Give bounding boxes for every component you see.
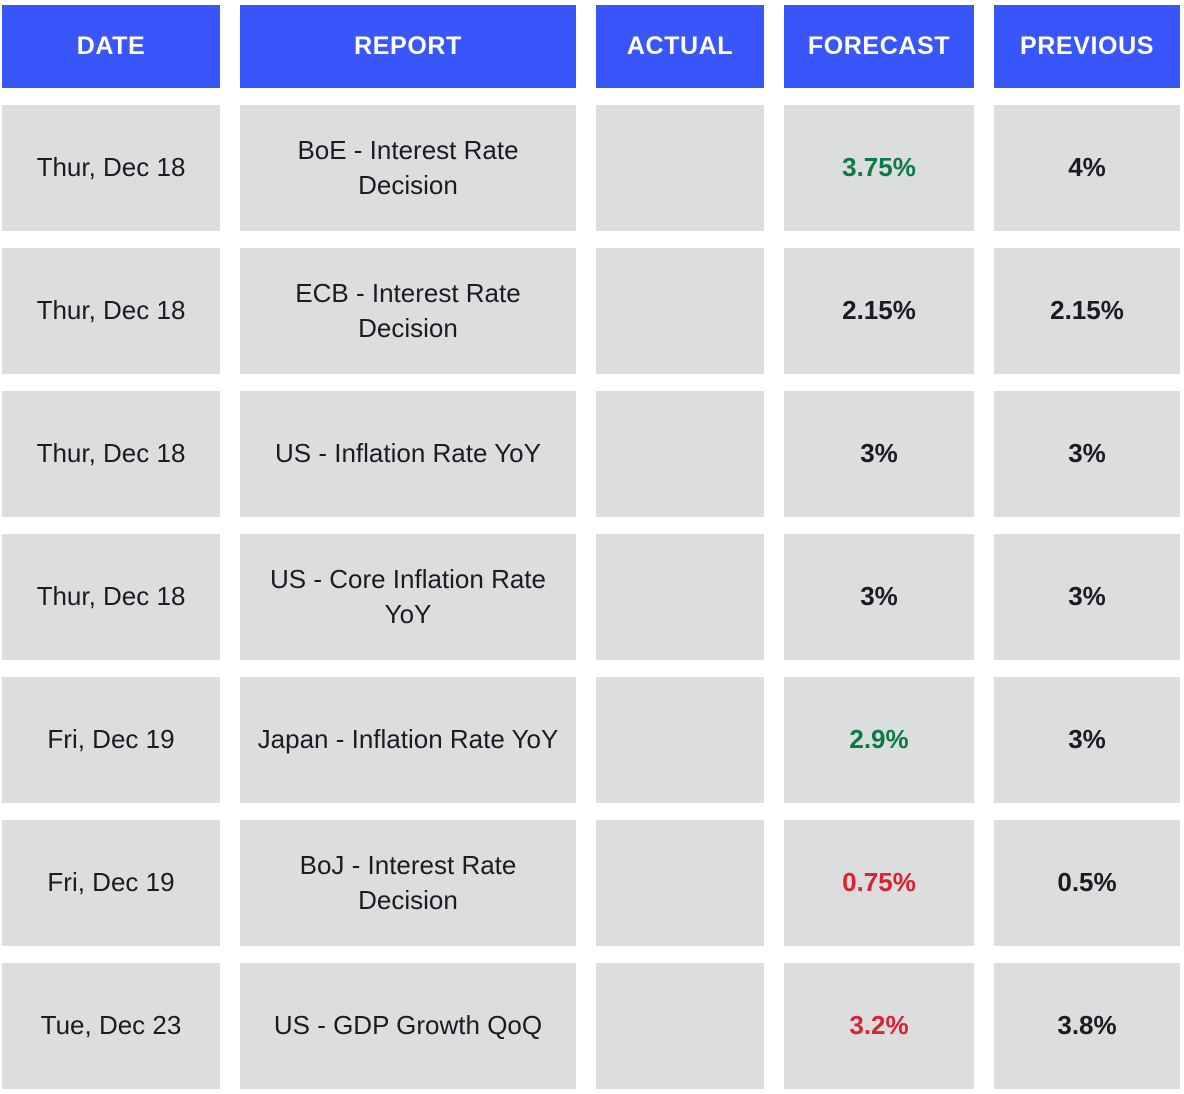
header-cell-report: REPORT [240,5,576,88]
previous-value-cell: 3.8% [994,963,1180,1089]
previous-value-cell: 3% [994,534,1180,660]
previous-value-cell: 3% [994,677,1180,803]
report-cell: US - Inflation Rate YoY [240,391,576,517]
report-cell: BoE - Interest Rate Decision [240,105,576,231]
header-cell-previous: PREVIOUS [994,5,1180,88]
forecast-value-cell: 3% [784,391,974,517]
previous-value-cell: 3% [994,391,1180,517]
date-cell: Thur, Dec 18 [2,391,220,517]
date-cell: Thur, Dec 18 [2,534,220,660]
actual-value-cell [596,248,764,374]
actual-value-cell [596,391,764,517]
forecast-value-cell: 3.2% [784,963,974,1089]
actual-value-cell [596,820,764,946]
header-cell-forecast: FORECAST [784,5,974,88]
header-cell-actual: ACTUAL [596,5,764,88]
report-cell: Japan - Inflation Rate YoY [240,677,576,803]
forecast-value-cell: 0.75% [784,820,974,946]
report-cell: US - GDP Growth QoQ [240,963,576,1089]
report-cell: US - Core Inflation Rate YoY [240,534,576,660]
actual-value-cell [596,963,764,1089]
forecast-value-cell: 2.15% [784,248,974,374]
previous-value-cell: 4% [994,105,1180,231]
report-cell: ECB - Interest Rate Decision [240,248,576,374]
forecast-value-cell: 3.75% [784,105,974,231]
previous-value-cell: 0.5% [994,820,1180,946]
header-cell-date: DATE [2,5,220,88]
actual-value-cell [596,677,764,803]
date-cell: Thur, Dec 18 [2,105,220,231]
report-cell: BoJ - Interest Rate Decision [240,820,576,946]
previous-value-cell: 2.15% [994,248,1180,374]
forecast-value-cell: 2.9% [784,677,974,803]
actual-value-cell [596,534,764,660]
date-cell: Fri, Dec 19 [2,820,220,946]
actual-value-cell [596,105,764,231]
date-cell: Thur, Dec 18 [2,248,220,374]
date-cell: Tue, Dec 23 [2,963,220,1089]
forecast-value-cell: 3% [784,534,974,660]
date-cell: Fri, Dec 19 [2,677,220,803]
